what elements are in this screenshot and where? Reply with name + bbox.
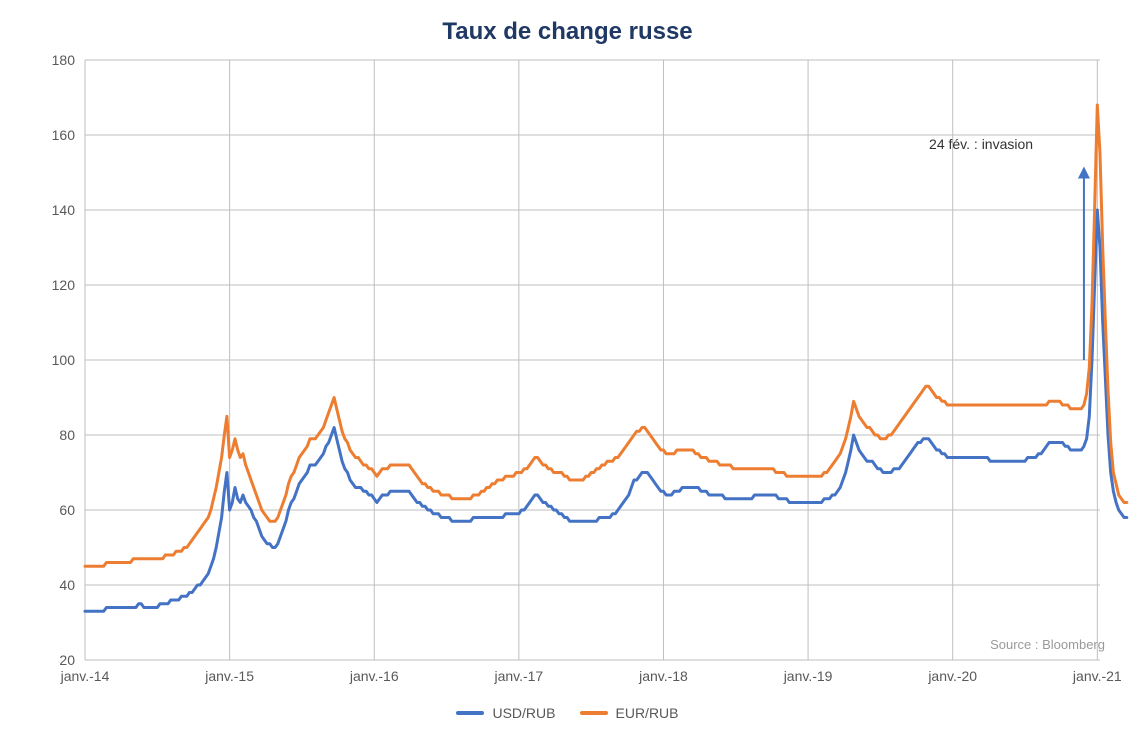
ytick-label: 40 — [0, 577, 75, 593]
xtick-label: janv.-15 — [205, 668, 254, 684]
xtick-label: janv.-16 — [350, 668, 399, 684]
ytick-label: 140 — [0, 202, 75, 218]
chart-svg — [0, 0, 1135, 741]
ytick-label: 100 — [0, 352, 75, 368]
xtick-label: janv.-14 — [61, 668, 110, 684]
series-usd-rub — [85, 210, 1127, 611]
annotation-text: 24 fév. : invasion — [929, 136, 1033, 152]
xtick-label: janv.-21 — [1073, 668, 1122, 684]
ytick-label: 20 — [0, 652, 75, 668]
xtick-label: janv.-19 — [784, 668, 833, 684]
legend-swatch — [456, 711, 484, 715]
ytick-label: 160 — [0, 127, 75, 143]
xtick-label: janv.-20 — [928, 668, 977, 684]
source-text: Source : Bloomberg — [990, 637, 1105, 652]
ytick-label: 80 — [0, 427, 75, 443]
legend-label: EUR/RUB — [616, 705, 679, 721]
ytick-label: 180 — [0, 52, 75, 68]
legend: USD/RUB EUR/RUB — [0, 705, 1135, 721]
ytick-label: 60 — [0, 502, 75, 518]
legend-item: EUR/RUB — [580, 705, 679, 721]
legend-swatch — [580, 711, 608, 715]
xtick-label: janv.-18 — [639, 668, 688, 684]
legend-label: USD/RUB — [492, 705, 555, 721]
xtick-label: janv.-17 — [494, 668, 543, 684]
exchange-rate-chart: Taux de change russe 2040608010012014016… — [0, 0, 1135, 741]
legend-item: USD/RUB — [456, 705, 555, 721]
ytick-label: 120 — [0, 277, 75, 293]
